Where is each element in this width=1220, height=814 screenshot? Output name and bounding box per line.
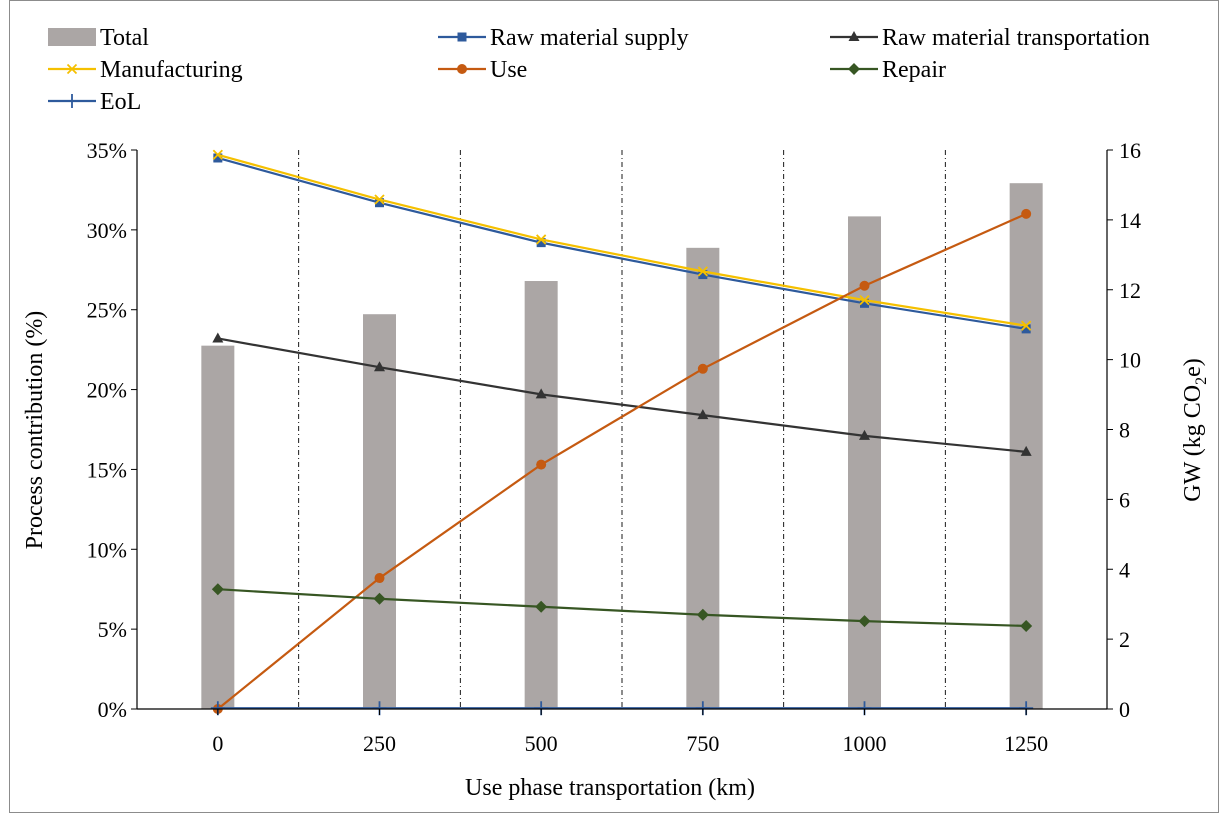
- point-1000: [858, 615, 871, 628]
- bar-total-500: [524, 281, 558, 709]
- legend-marker: [66, 63, 78, 75]
- y2-title-suffix: e): [1180, 358, 1206, 377]
- bar-total-750: [686, 247, 720, 709]
- y-tick-label: 10%: [87, 537, 127, 562]
- y2-tick-label: 8: [1119, 418, 1130, 443]
- point-500: [535, 388, 547, 399]
- y2-tick-label: 10: [1119, 348, 1141, 373]
- y2-tick-label: 16: [1119, 138, 1141, 163]
- legend-item-manufacturing: Manufacturing: [48, 57, 243, 83]
- point-750: [698, 270, 708, 280]
- axes: 0% 5% 10% 15% 20% 25% 30% 35% 0 2 4 6 8 10 12 14 16 0 250 5…: [87, 138, 1141, 756]
- legend-item-raw-material-supply: Raw material supply: [438, 25, 689, 51]
- x-tick-label: 750: [686, 731, 719, 756]
- point-1000: [859, 280, 870, 291]
- point-0: [213, 153, 223, 163]
- point-250: [373, 592, 386, 605]
- point-500: [535, 600, 548, 613]
- series-line: [217, 153, 1027, 327]
- point-750: [696, 608, 709, 621]
- series-repair: [211, 583, 1033, 632]
- legend-item-eol: EoL: [48, 89, 141, 115]
- x-tick-label: 0: [212, 731, 223, 756]
- legend-label: Raw material transportation: [882, 25, 1150, 51]
- legend-swatch-total: [48, 28, 96, 46]
- point-1000: [860, 298, 869, 308]
- point-0: [212, 332, 224, 343]
- x-tick-label: 500: [525, 731, 558, 756]
- point-1250: [1020, 445, 1032, 456]
- bar-total-250: [363, 314, 396, 709]
- y2-axis-title: GW (kg CO2e): [1180, 358, 1210, 502]
- legend-item-raw-material-transportation: Raw material transportation: [830, 25, 1150, 51]
- y2-title-subscript: 2: [1193, 377, 1210, 385]
- point-0: [212, 149, 223, 160]
- series-line: [217, 156, 1027, 330]
- legend-marker: [457, 64, 467, 74]
- point-750: [697, 363, 708, 374]
- point-1000: [859, 294, 870, 306]
- legend-item-total: Total: [48, 25, 149, 51]
- legend-label: Raw material supply: [490, 25, 689, 51]
- y2-tick-label: 2: [1119, 627, 1130, 652]
- y-tick-label: 25%: [87, 298, 127, 323]
- series-line: [217, 337, 1027, 453]
- legend-marker: [848, 63, 860, 75]
- point-500: [536, 234, 547, 245]
- y-tick-label: 30%: [87, 218, 127, 243]
- y2-tick-label: 0: [1119, 697, 1130, 722]
- y-tick-label: 20%: [87, 378, 127, 403]
- point-250: [375, 198, 384, 208]
- y-tick-label: 35%: [87, 138, 127, 163]
- y2-tick-label: 4: [1119, 557, 1130, 582]
- bar-total-0: [201, 345, 235, 709]
- x-tick-label: 250: [363, 731, 396, 756]
- point-1250: [1021, 320, 1032, 331]
- series-raw-material-supply: [213, 153, 1031, 334]
- point-1250: [1020, 619, 1033, 632]
- legend: Total Raw material supply Raw material tra…: [48, 25, 1150, 115]
- legend-label: Total: [100, 25, 149, 51]
- y-axis-title: Process contribution (%): [22, 311, 48, 550]
- series-line: [217, 588, 1027, 628]
- y-tick-label: 5%: [98, 617, 127, 642]
- series-lines: [210, 149, 1034, 716]
- point-1000: [859, 429, 870, 440]
- point-750: [697, 409, 709, 420]
- legend-label: Manufacturing: [100, 57, 243, 83]
- x-tick-label: 1250: [1004, 731, 1048, 756]
- point-750: [697, 266, 708, 277]
- series-use: [212, 208, 1032, 714]
- y-tick-label: 15%: [87, 457, 127, 482]
- point-250: [374, 361, 385, 372]
- x-axis-title: Use phase transportation (km): [465, 775, 755, 801]
- legend-marker: [457, 32, 467, 42]
- legend-item-repair: Repair: [830, 57, 946, 83]
- legend-label: EoL: [100, 89, 141, 115]
- point-250: [374, 194, 385, 205]
- series-manufacturing: [212, 149, 1032, 331]
- legend-marker: [65, 94, 79, 108]
- category-gridlines: [298, 150, 946, 709]
- series-raw-material-transportation: [212, 332, 1032, 456]
- y-tick-label: 0%: [98, 697, 127, 722]
- legend-item-use: Use: [438, 57, 527, 83]
- y2-tick-label: 6: [1119, 487, 1130, 512]
- point-500: [536, 238, 546, 248]
- legend-marker: [848, 31, 860, 41]
- series-line: [217, 212, 1027, 710]
- y2-tick-label: 14: [1119, 208, 1141, 233]
- point-1250: [1021, 208, 1032, 219]
- point-0: [211, 583, 224, 596]
- point-500: [536, 459, 547, 470]
- x-tick-label: 1000: [843, 731, 887, 756]
- point-250: [374, 573, 385, 584]
- y2-title-prefix: GW (kg CO: [1180, 385, 1206, 502]
- legend-label: Repair: [882, 57, 946, 83]
- legend-label: Use: [490, 57, 527, 83]
- y2-tick-label: 12: [1119, 278, 1141, 303]
- point-1250: [1021, 324, 1031, 334]
